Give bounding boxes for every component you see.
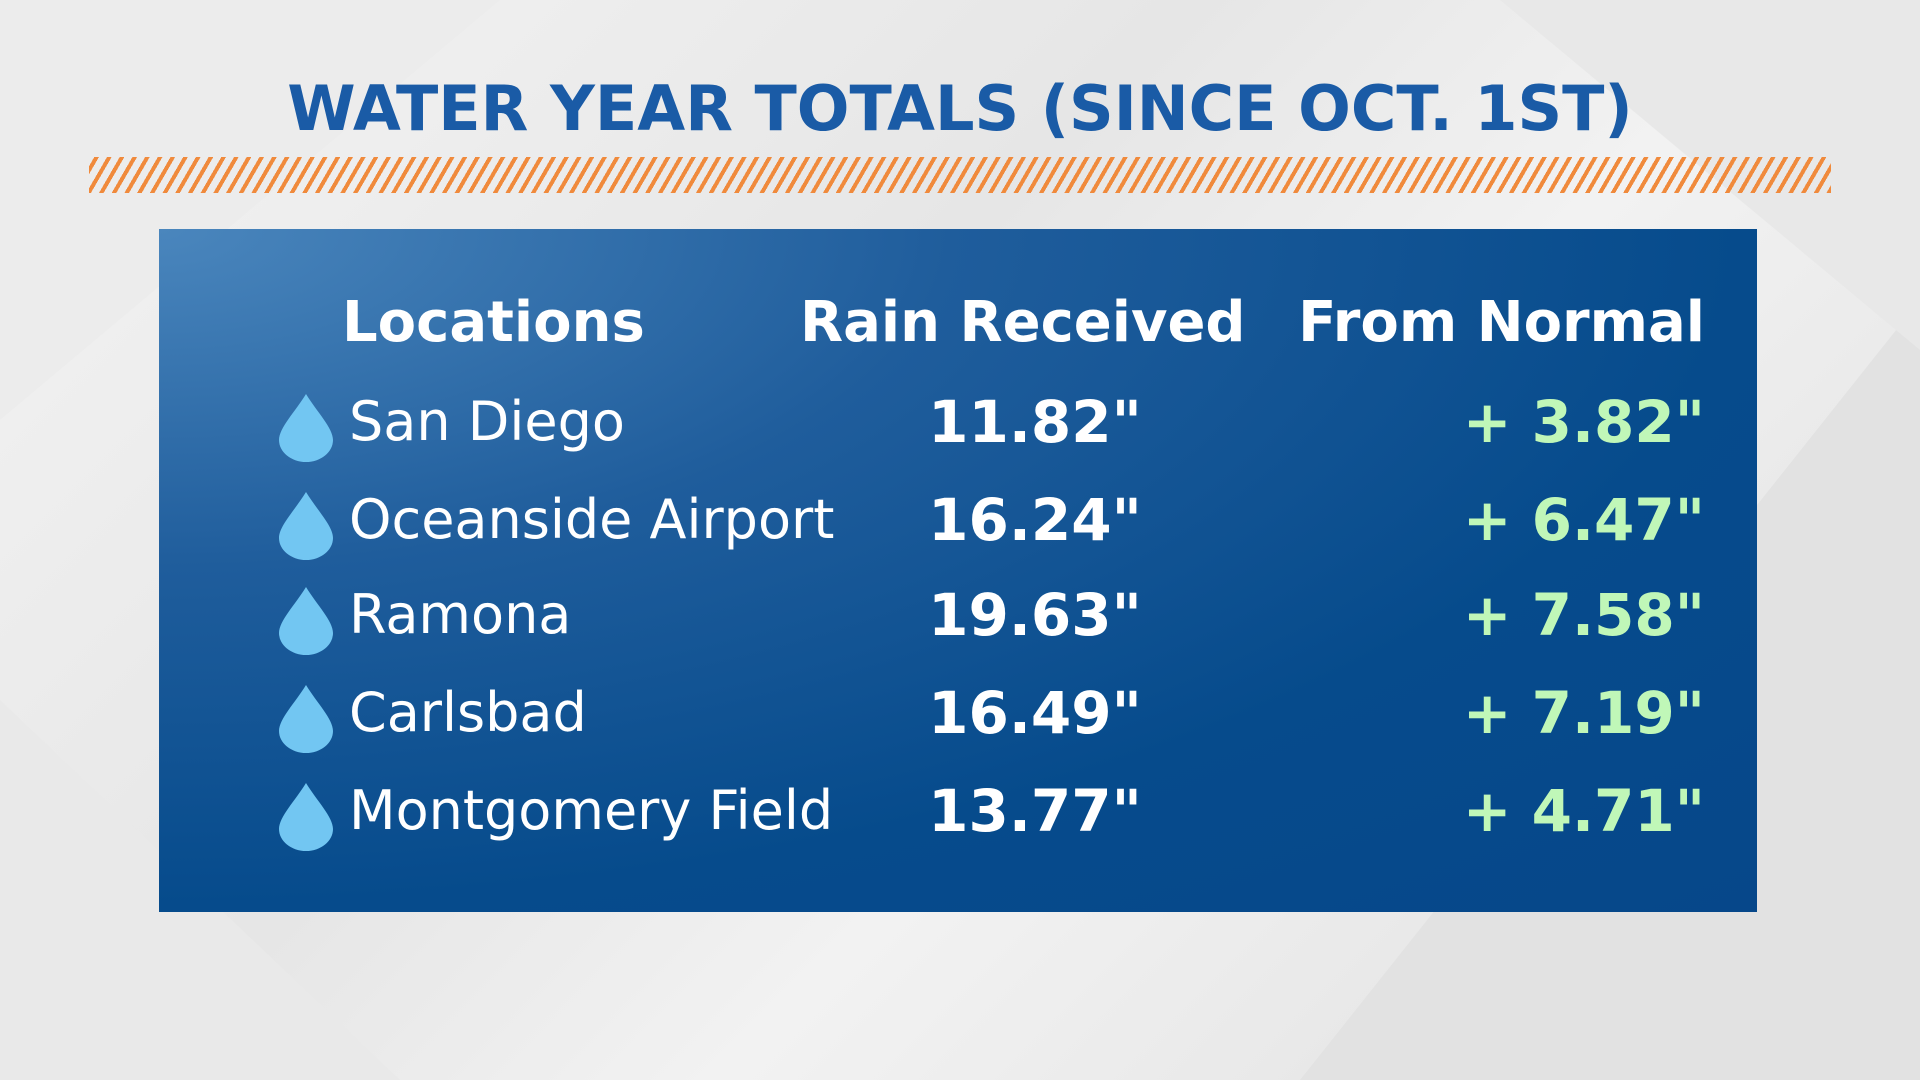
- location: Oceanside Airport: [349, 488, 835, 551]
- rain-received: 13.77": [928, 777, 1142, 845]
- drop-icon: [279, 587, 333, 655]
- table-panel: [159, 229, 1757, 912]
- from-normal: + 3.82": [1462, 388, 1705, 456]
- drop-icon: [279, 394, 333, 462]
- from-normal: + 4.71": [1462, 777, 1705, 845]
- location: Ramona: [349, 583, 572, 646]
- table-row: Montgomery Field 13.77" + 4.71": [0, 771, 1920, 851]
- table-row: Oceanside Airport 16.24" + 6.47": [0, 480, 1920, 560]
- rain-received: 11.82": [928, 388, 1142, 456]
- drop-icon: [279, 783, 333, 851]
- rain-received: 16.24": [928, 486, 1142, 554]
- rain-received: 19.63": [928, 581, 1142, 649]
- from-normal: + 6.47": [1462, 486, 1705, 554]
- column-header: From Normal: [1298, 290, 1705, 355]
- location: Montgomery Field: [349, 779, 834, 842]
- from-normal: + 7.58": [1462, 581, 1705, 649]
- column-header: Rain Received: [800, 290, 1246, 355]
- title: WATER YEAR TOTALS (SINCE OCT. 1ST): [287, 72, 1633, 145]
- from-normal: + 7.19": [1462, 679, 1705, 747]
- hatched-divider: [89, 157, 1831, 193]
- location: Carlsbad: [349, 681, 587, 744]
- table-row: Carlsbad 16.49" + 7.19": [0, 673, 1920, 753]
- drop-icon: [279, 492, 333, 560]
- column-header: Locations: [342, 290, 645, 355]
- rain-received: 16.49": [928, 679, 1142, 747]
- table-row: Ramona 19.63" + 7.58": [0, 575, 1920, 655]
- drop-icon: [279, 685, 333, 753]
- table-row: San Diego 11.82" + 3.82": [0, 382, 1920, 462]
- location: San Diego: [349, 390, 625, 453]
